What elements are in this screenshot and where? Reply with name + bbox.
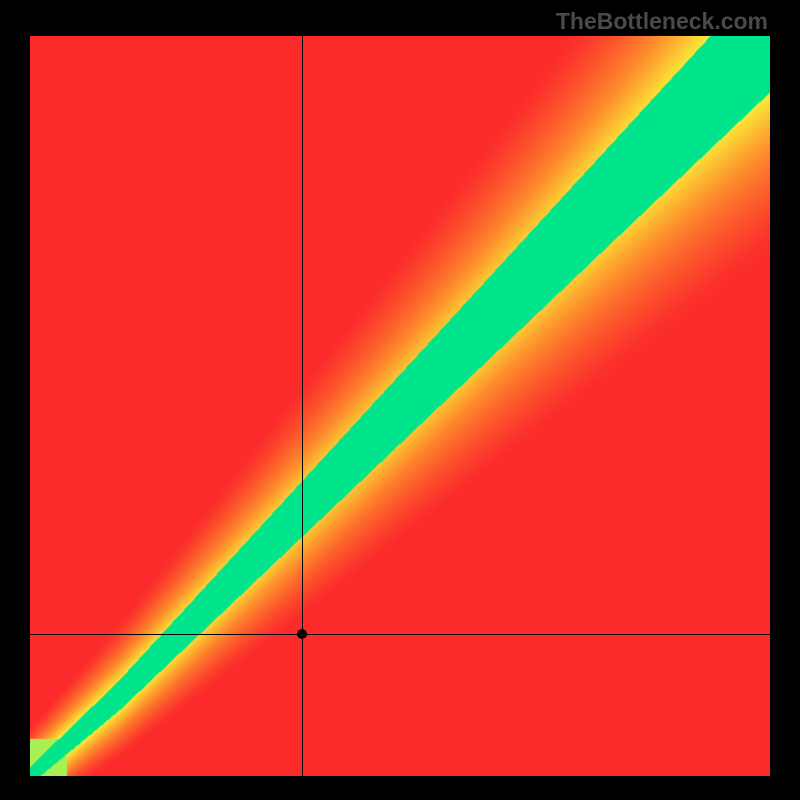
crosshair-dot — [297, 629, 307, 639]
crosshair-horizontal — [30, 634, 770, 635]
crosshair-vertical — [302, 36, 303, 776]
watermark-text: TheBottleneck.com — [556, 8, 768, 35]
heatmap-chart — [30, 36, 770, 776]
heatmap-canvas — [30, 36, 770, 776]
